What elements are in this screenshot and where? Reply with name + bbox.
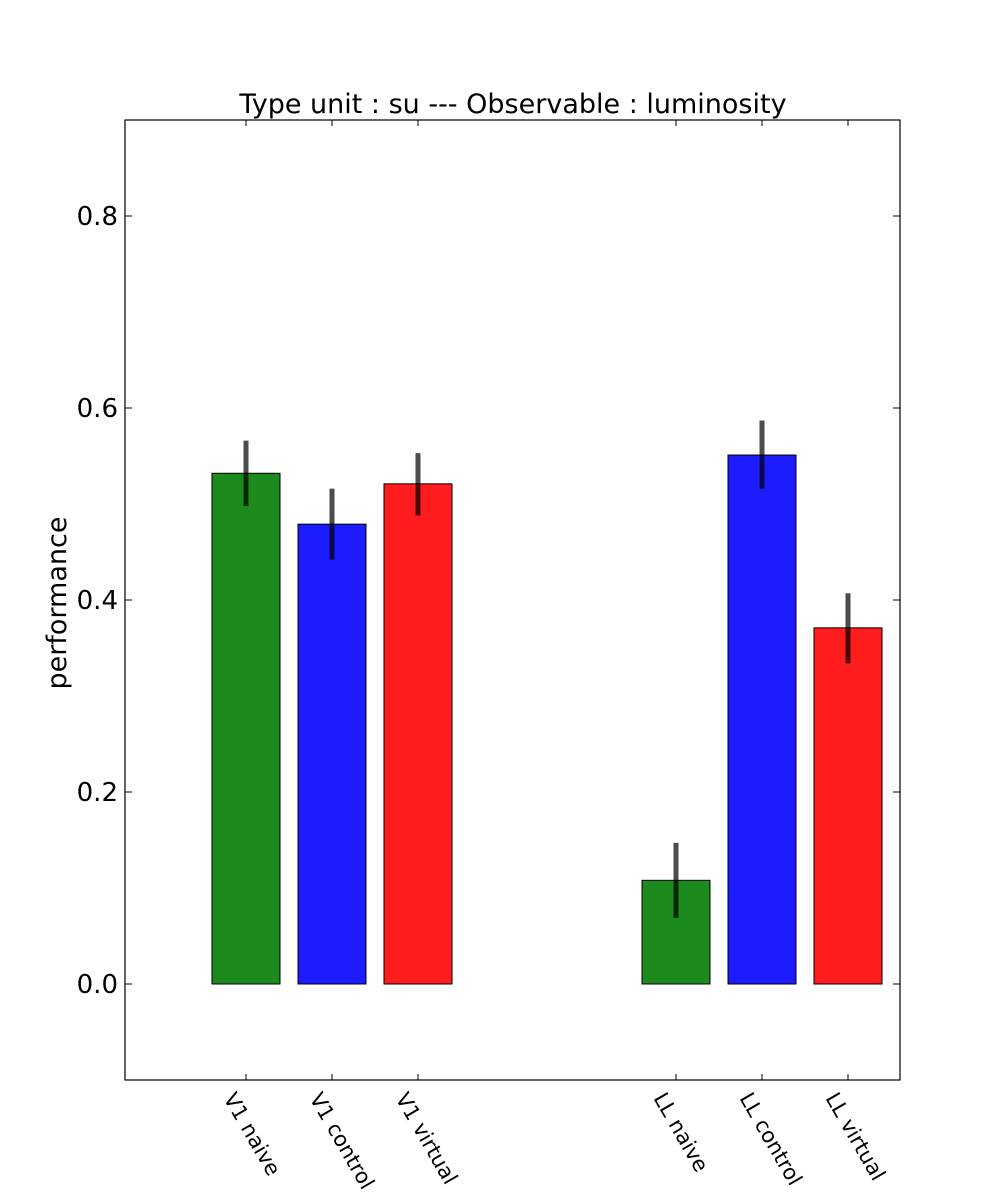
- y-tick-label: 0.2: [77, 778, 118, 808]
- y-tick-label: 0.6: [77, 394, 118, 424]
- plot-frame: [124, 119, 901, 1081]
- y-axis-label: performance: [42, 517, 73, 690]
- y-tick-label: 0.0: [77, 970, 118, 1000]
- x-tick-label-v1-virtual: V1 virtual: [391, 1089, 463, 1189]
- y-tick-label: 0.8: [77, 202, 118, 232]
- bars-layer: [211, 454, 883, 985]
- y-tick-labels: 0.0 0.2 0.4 0.6 0.8: [77, 202, 118, 1000]
- bar-ll-control: [727, 454, 797, 985]
- x-tick-label-ll-control: LL control: [735, 1089, 807, 1190]
- x-tick-labels: V1 naive V1 control V1 virtual LL naive LL c…: [219, 1089, 890, 1194]
- x-tick-label-ll-virtual: LL virtual: [821, 1089, 890, 1185]
- chart-title: Type unit : su --- Observable : luminosi…: [238, 89, 786, 120]
- ticks-layer: [125, 120, 900, 1080]
- bar-v1-naive: [211, 472, 281, 985]
- x-tick-label-v1-control: V1 control: [305, 1089, 379, 1194]
- y-tick-label: 0.4: [77, 586, 118, 616]
- bar-ll-virtual: [813, 627, 883, 985]
- error-bars-layer: [243, 420, 851, 918]
- bar-v1-control: [297, 523, 367, 985]
- x-tick-label-ll-naive: LL naive: [649, 1089, 714, 1177]
- bar-v1-virtual: [383, 483, 453, 985]
- x-tick-label-v1-naive: V1 naive: [219, 1089, 286, 1180]
